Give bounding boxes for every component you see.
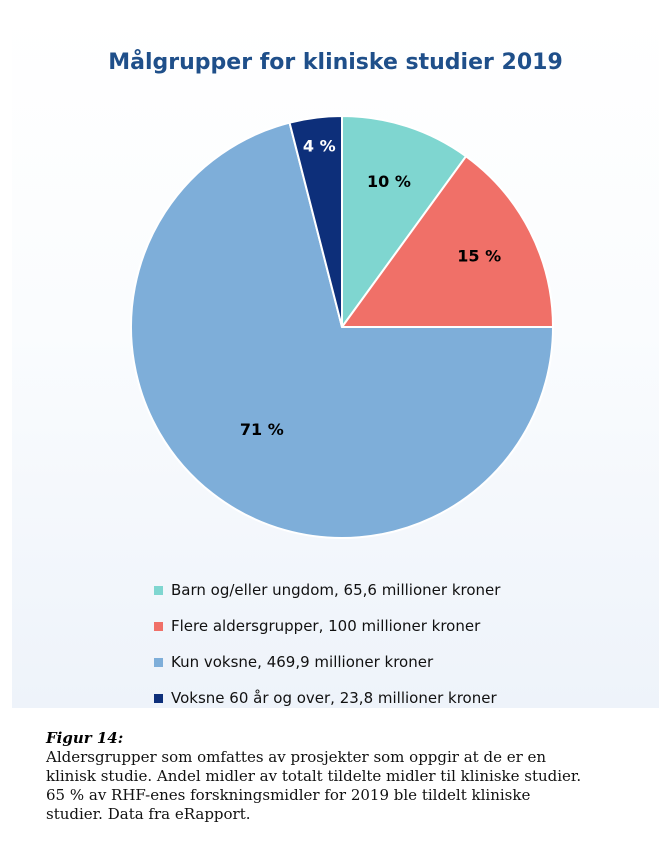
legend-item-voksne: Kun voksne, 469,9 millioner kroner bbox=[154, 644, 500, 680]
legend-label-barn: Barn og/eller ungdom, 65,6 millioner kro… bbox=[171, 581, 501, 599]
data-label-voksne-60: 4 % bbox=[303, 136, 336, 155]
legend-item-barn: Barn og/eller ungdom, 65,6 millioner kro… bbox=[154, 572, 500, 608]
pie-slice-barn bbox=[341, 114, 468, 331]
data-label-barn: 10 % bbox=[367, 172, 411, 191]
legend-item-voksne-60: Voksne 60 år og over, 23,8 millioner kro… bbox=[154, 680, 500, 716]
legend-label-flere: Flere aldersgrupper, 100 millioner krone… bbox=[171, 617, 481, 635]
pie-chart: 10 % 15 % 71 % 4 % bbox=[130, 114, 555, 539]
caption-line: Aldersgrupper som omfattes av prosjekter… bbox=[46, 748, 547, 766]
legend-swatch-flere bbox=[154, 621, 163, 631]
pie-slice-voksne bbox=[130, 121, 555, 539]
caption-line: klinisk studie. Andel midler av totalt t… bbox=[46, 767, 582, 785]
chart-panel: Målgrupper for kliniske studier 2019 10 … bbox=[12, 12, 659, 708]
pie-slice-voksne-60 bbox=[288, 114, 343, 328]
caption-line: 65 % av RHF-enes forskningsmidler for 20… bbox=[46, 786, 531, 804]
caption-line: studier. Data fra eRapport. bbox=[46, 805, 251, 823]
chart-title: Målgrupper for kliniske studier 2019 bbox=[108, 50, 563, 75]
legend-swatch-voksne bbox=[154, 657, 163, 667]
pie-slice-flere bbox=[340, 154, 555, 328]
legend-swatch-voksne-60 bbox=[154, 693, 163, 703]
legend-item-flere: Flere aldersgrupper, 100 millioner krone… bbox=[154, 608, 500, 644]
figure-caption: Figur 14: Aldersgrupper som omfattes av … bbox=[46, 729, 646, 824]
data-label-flere: 15 % bbox=[457, 247, 501, 266]
legend-label-voksne: Kun voksne, 469,9 millioner kroner bbox=[171, 653, 434, 671]
legend-label-voksne-60: Voksne 60 år og over, 23,8 millioner kro… bbox=[171, 689, 497, 707]
chart-legend: Barn og/eller ungdom, 65,6 millioner kro… bbox=[154, 572, 500, 716]
caption-text: Aldersgrupper som omfattes av prosjekter… bbox=[46, 748, 646, 824]
legend-swatch-barn bbox=[154, 585, 163, 595]
caption-title: Figur 14: bbox=[46, 729, 124, 747]
data-label-voksne: 71 % bbox=[240, 420, 284, 439]
